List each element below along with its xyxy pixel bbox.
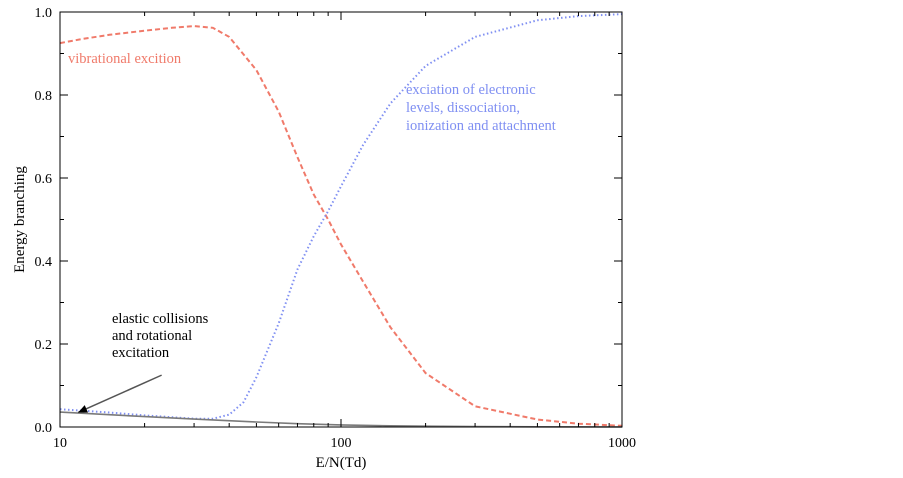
annotation-vibrational: vibrational excition bbox=[68, 51, 182, 67]
annotation-elastic: elastic collisions and rotational excitati… bbox=[112, 311, 209, 361]
y-tick-label: 0.4 bbox=[35, 255, 53, 270]
y-axis-label: Energy branching bbox=[12, 166, 28, 273]
x-tick-label: 100 bbox=[331, 436, 352, 451]
plot-frame bbox=[59, 11, 623, 428]
annotation-arrow-line bbox=[77, 374, 162, 414]
y-tick-label: 0.0 bbox=[35, 421, 53, 436]
x-tick-label: 10 bbox=[53, 436, 67, 451]
x-axis-label: E/N(Td) bbox=[316, 455, 367, 471]
y-tick-label: 0.8 bbox=[35, 89, 53, 104]
plot-marks bbox=[59, 13, 623, 428]
axis-ticks: 10 100 1000 0.0 0.2 0.4 0.6 0.8 1.0 bbox=[35, 6, 637, 451]
y-tick-label: 0.6 bbox=[35, 172, 53, 187]
y-tick-label: 1.0 bbox=[35, 6, 53, 21]
x-tick-label: 1000 bbox=[608, 436, 636, 451]
annotation-electronic: exciation of electronic levels, dissociat… bbox=[406, 82, 556, 134]
series-line-vibrational bbox=[59, 25, 623, 427]
annotations: vibrational excition exciation of electro… bbox=[68, 51, 556, 414]
annotation-arrow-head bbox=[78, 405, 88, 413]
y-tick-label: 0.2 bbox=[35, 338, 53, 353]
